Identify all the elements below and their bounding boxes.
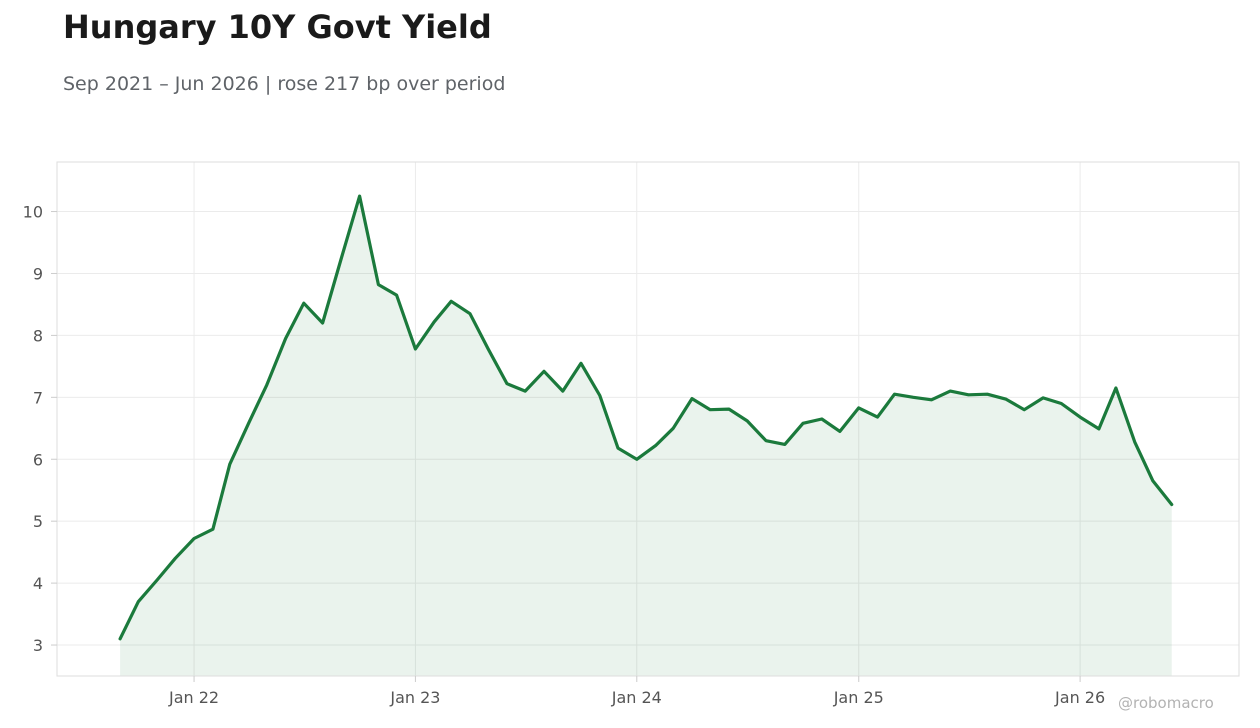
chart-subtitle: Sep 2021 – Jun 2026 | rose 217 bp over p… xyxy=(63,73,506,95)
y-tick-label: 4 xyxy=(33,574,43,593)
y-tick-label: 3 xyxy=(33,636,43,655)
x-tick-label: Jan 25 xyxy=(833,688,884,707)
y-tick-label: 9 xyxy=(33,264,43,283)
x-tick-label: Jan 22 xyxy=(168,688,219,707)
y-tick-label: 5 xyxy=(33,512,43,531)
y-tick-label: 10 xyxy=(23,203,43,222)
watermark: @robomacro xyxy=(1118,694,1214,712)
x-tick-label: Jan 24 xyxy=(611,688,662,707)
chart-title: Hungary 10Y Govt Yield xyxy=(63,8,492,46)
y-axis: 3 4 5 6 7 8 9 10 xyxy=(23,203,57,655)
series-line xyxy=(118,194,1174,641)
series-area-fill xyxy=(120,196,1172,676)
x-tick-label: Jan 23 xyxy=(389,688,440,707)
y-tick-label: 8 xyxy=(33,326,43,345)
grid xyxy=(57,162,1239,676)
x-tick-label: Jan 26 xyxy=(1054,688,1105,707)
plot-frame xyxy=(56,161,1240,677)
y-tick-label: 6 xyxy=(33,450,43,469)
y-tick-label: 7 xyxy=(33,388,43,407)
x-axis: Jan 22 Jan 23 Jan 24 Jan 25 Jan 26 xyxy=(168,676,1105,707)
